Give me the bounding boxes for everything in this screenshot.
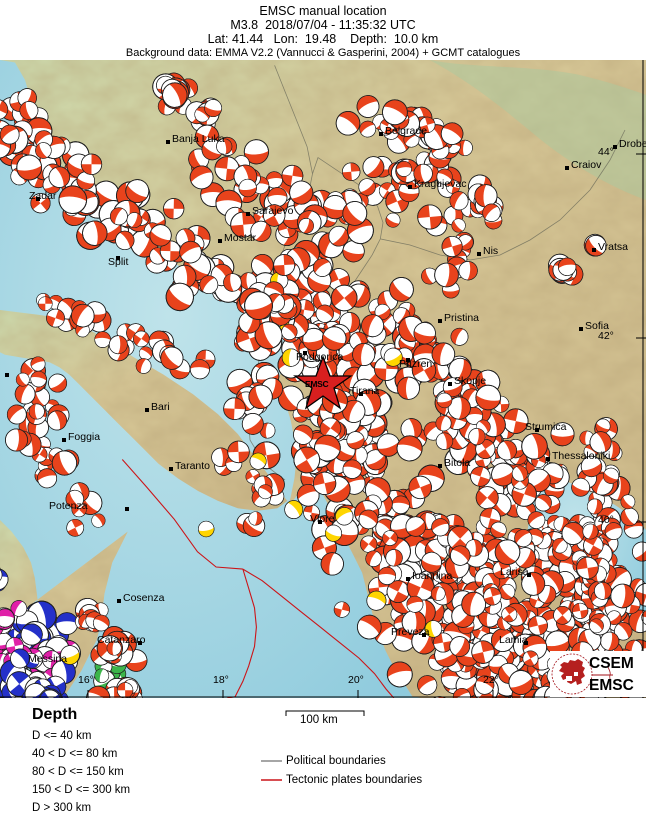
svg-text:EMSC: EMSC bbox=[589, 677, 634, 694]
svg-text:CSEM: CSEM bbox=[589, 655, 634, 672]
